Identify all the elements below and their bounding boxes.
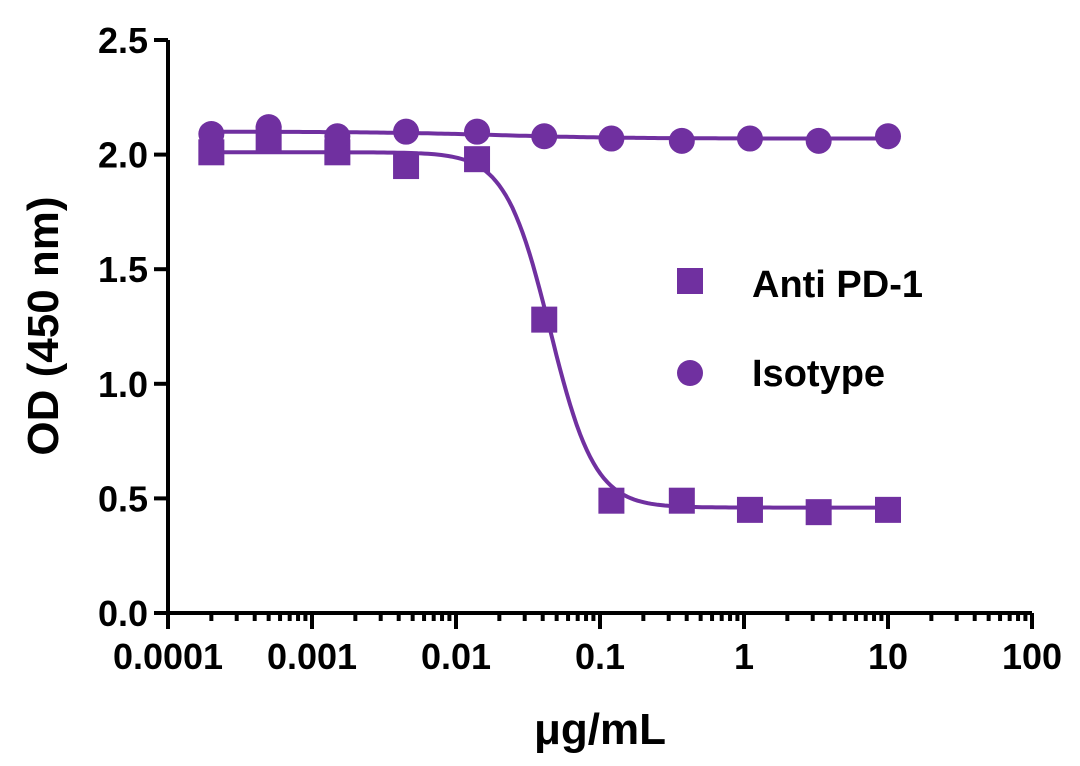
legend-label-anti-pd1: Anti PD-1: [752, 264, 923, 306]
x-ticks: 0.0001 0.001 0.01 0.1 1 10 100: [113, 613, 1062, 677]
data-point-anti-pd1: [875, 496, 901, 523]
x-tick-label: 0.1: [575, 636, 625, 677]
data-point-isotype: [668, 127, 695, 154]
axes: [166, 40, 1032, 615]
data-point-anti-pd1: [393, 153, 420, 180]
data-point-isotype: [324, 123, 351, 150]
data-point-anti-pd1: [668, 487, 695, 514]
legend-marker-anti-pd1: [677, 268, 703, 294]
data-point-anti-pd1: [531, 306, 558, 333]
data-point-isotype: [531, 123, 558, 150]
y-tick-label: 2.0: [98, 135, 148, 176]
data-point-isotype: [598, 125, 625, 152]
y-tick-label: 0.5: [98, 478, 148, 519]
x-tick-label: 0.01: [421, 636, 491, 677]
data-point-isotype: [255, 114, 282, 141]
legend: Anti PD-1 Isotype: [677, 264, 923, 395]
y-axis-title: OD (450 nm): [19, 196, 68, 455]
data-point-isotype: [736, 125, 763, 152]
data-point-isotype: [393, 118, 420, 145]
data-point-isotype: [875, 123, 901, 150]
x-tick-label: 1: [734, 636, 754, 677]
data-point-isotype: [464, 118, 491, 145]
data-point-anti-pd1: [805, 499, 832, 526]
x-tick-label: 0.001: [267, 636, 357, 677]
y-tick-label: 1.0: [98, 364, 148, 405]
data-point-isotype: [198, 120, 225, 147]
x-tick-label: 10: [868, 636, 908, 677]
data-point-anti-pd1: [464, 146, 491, 173]
data-markers: [198, 114, 901, 526]
legend-label-isotype: Isotype: [752, 353, 885, 395]
y-tick-label: 1.5: [98, 249, 148, 290]
data-point-anti-pd1: [598, 487, 625, 514]
x-tick-label: 0.0001: [113, 636, 223, 677]
y-tick-label: 0.0: [98, 593, 148, 634]
y-tick-label: 2.5: [98, 20, 148, 61]
x-tick-label: 100: [1002, 636, 1062, 677]
legend-marker-isotype: [677, 360, 703, 386]
y-ticks: 0.0 0.5 1.0 1.5 2.0 2.5: [98, 20, 168, 634]
data-point-anti-pd1: [736, 496, 763, 523]
data-point-isotype: [805, 127, 832, 154]
x-axis-title: μg/mL: [534, 705, 666, 754]
